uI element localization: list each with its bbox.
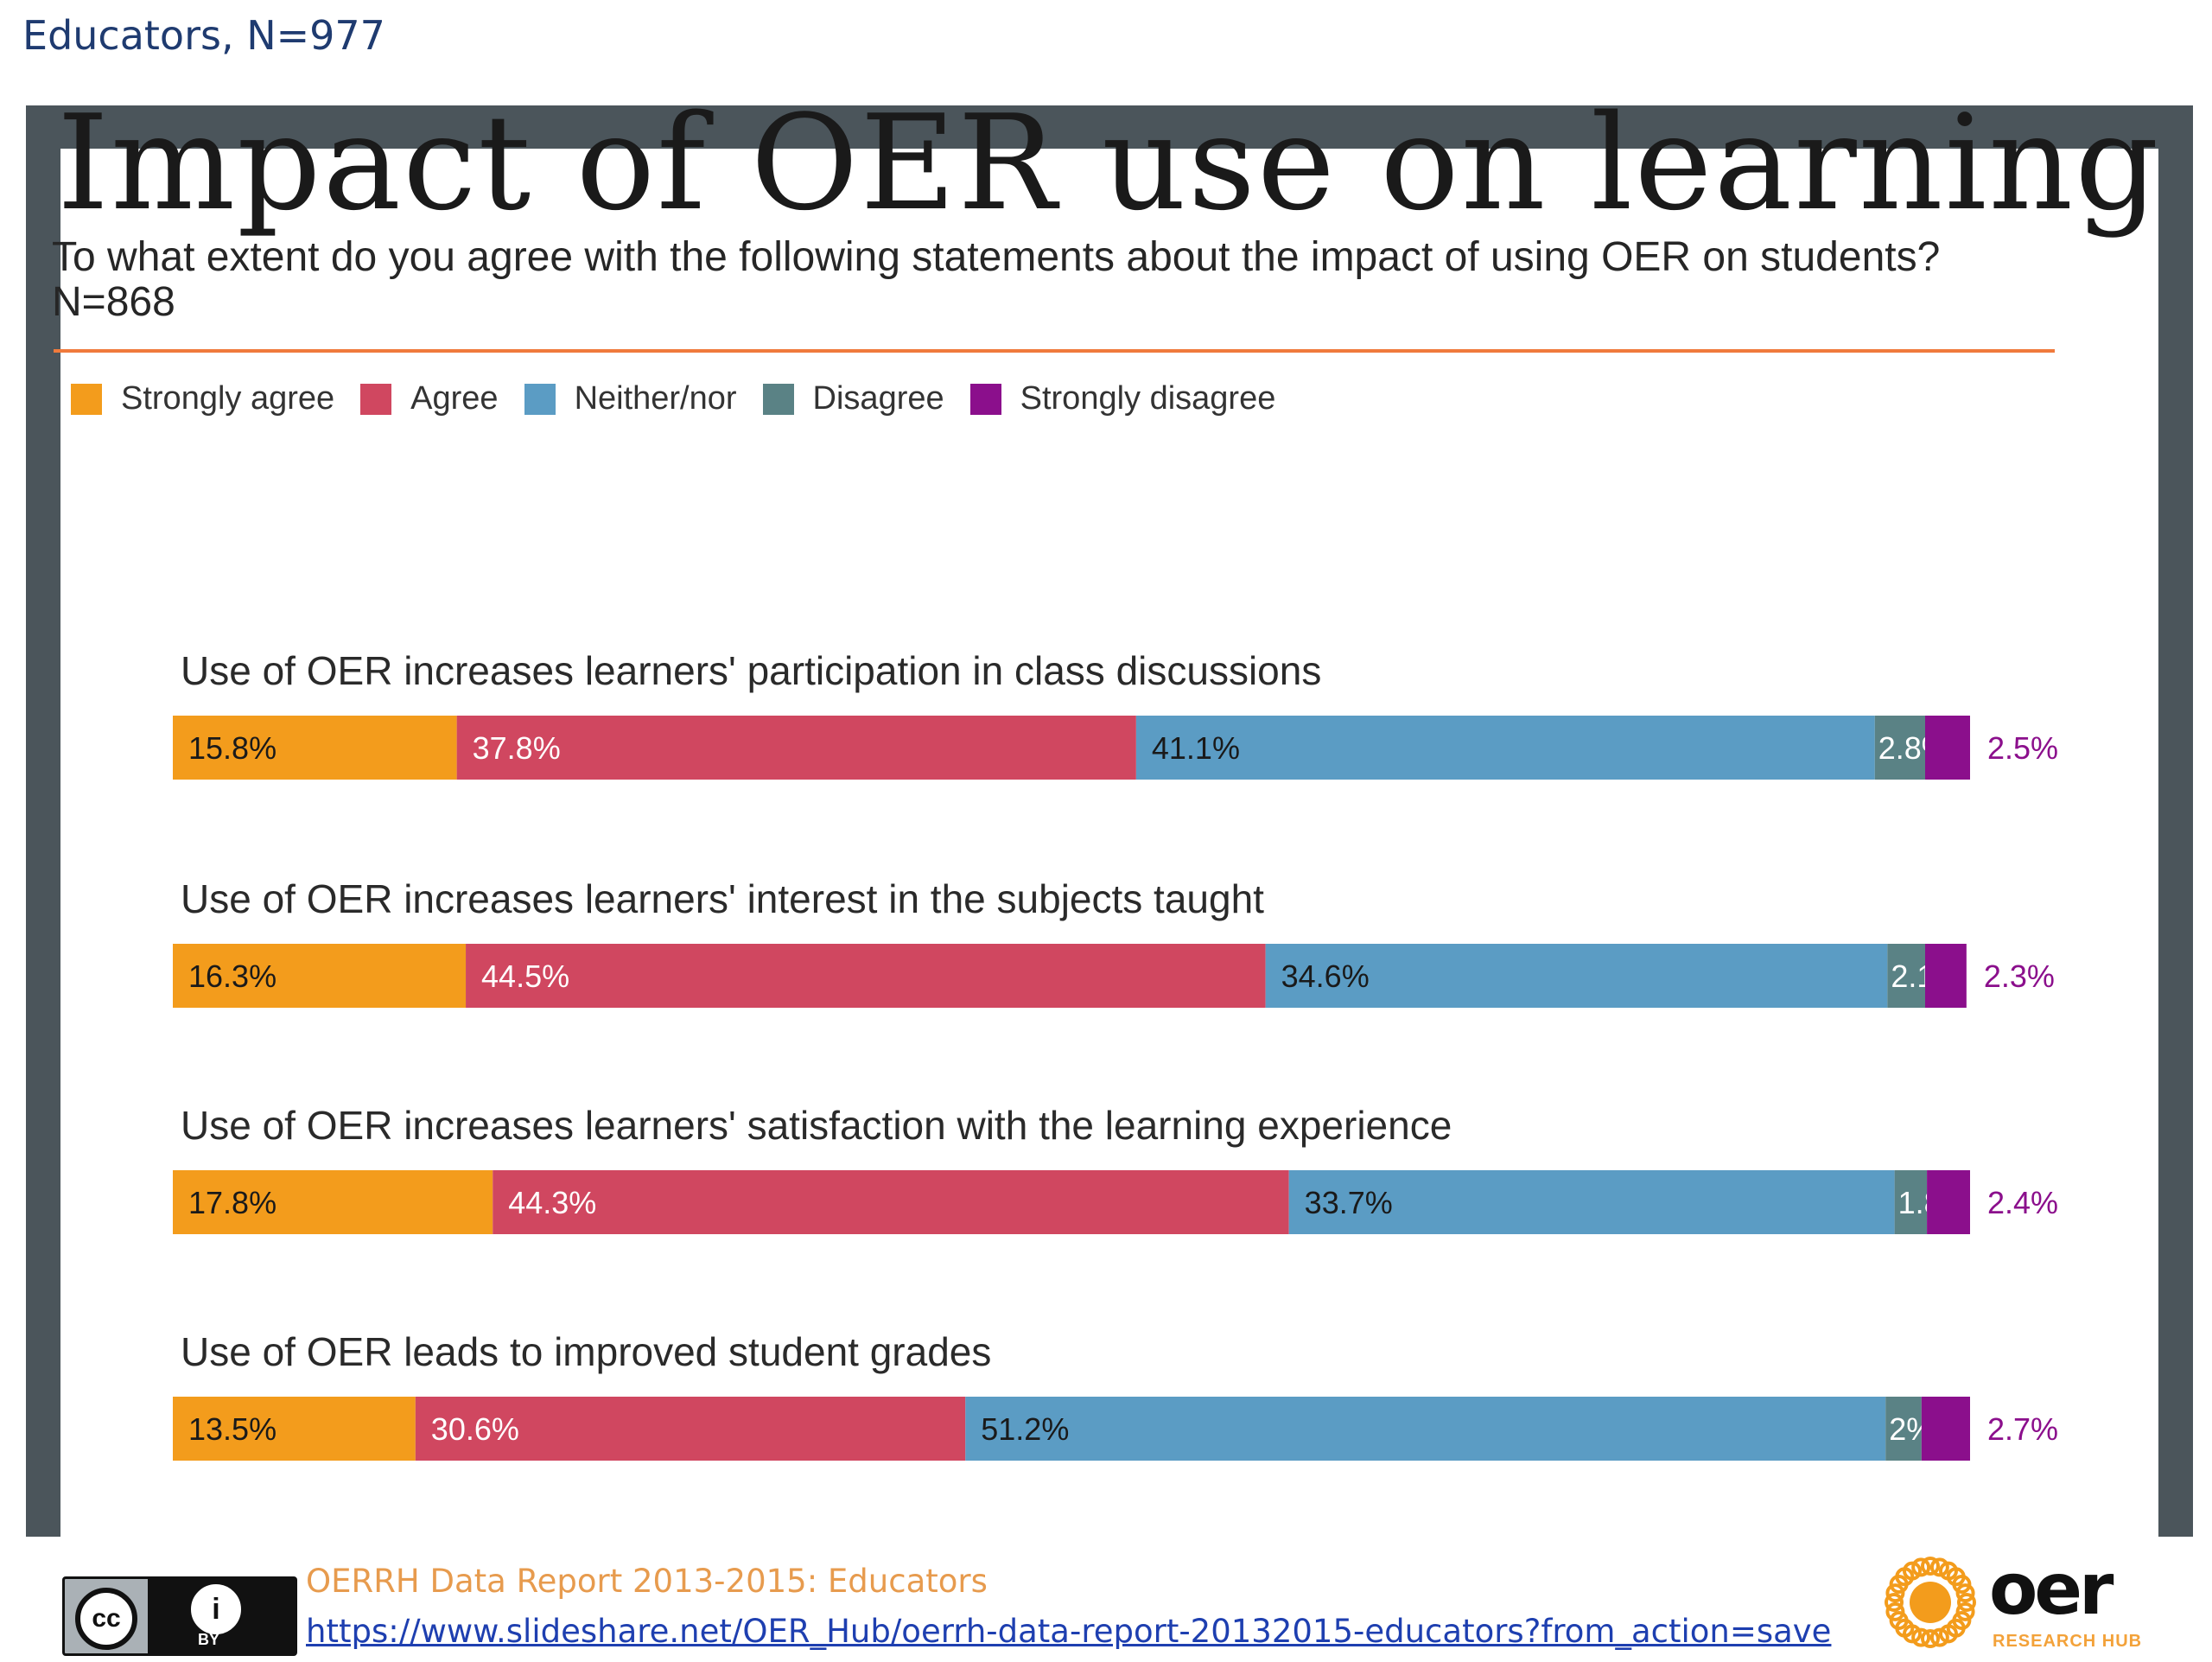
stacked-bar-chart: Use of OER increases learners' participa… bbox=[173, 648, 2058, 1461]
bar-segment-agree bbox=[493, 1170, 1289, 1234]
data-label: 2.5% bbox=[1987, 730, 2058, 766]
legend-swatch bbox=[969, 383, 1001, 415]
source-title: OERRH Data Report 2013-2015: Educators bbox=[306, 1563, 988, 1600]
legend-label: Strongly disagree bbox=[1020, 380, 1276, 417]
data-label: 13.5% bbox=[188, 1411, 276, 1447]
data-label: 34.6% bbox=[1281, 958, 1370, 994]
row-label: Use of OER increases learners' interest … bbox=[181, 876, 1264, 921]
slide-frame bbox=[26, 105, 2193, 1537]
legend-label: Disagree bbox=[812, 380, 944, 417]
bar-segment-strongly-agree bbox=[173, 1170, 493, 1234]
data-label: 51.2% bbox=[981, 1411, 1069, 1447]
bar-segment-strongly-agree bbox=[173, 1397, 416, 1461]
data-label: 2.3% bbox=[1984, 958, 2055, 994]
legend-swatch bbox=[71, 383, 102, 415]
slide bbox=[60, 149, 2158, 1537]
bar-segment-neither-nor bbox=[1265, 944, 1888, 1008]
data-label: 44.5% bbox=[481, 958, 569, 994]
data-label: 41.1% bbox=[1152, 730, 1240, 766]
attribution-panel: i BY bbox=[148, 1579, 295, 1653]
legend-item-neither-nor: Neither/nor bbox=[524, 380, 737, 417]
data-label: 2.7% bbox=[1987, 1411, 2058, 1447]
data-label: 2.4% bbox=[1987, 1185, 2058, 1220]
bar-segment-disagree bbox=[1894, 1170, 1928, 1234]
data-label: 30.6% bbox=[431, 1411, 519, 1447]
chart-legend: Strongly agree Agree Neither/nor Disagree St… bbox=[71, 380, 1301, 417]
footer: cc i BY OERRH Data Report 2013-2015: Edu… bbox=[0, 1537, 2212, 1659]
bar-segment-strongly-disagree bbox=[1927, 1170, 1970, 1234]
bar-segment-strongly-agree bbox=[173, 944, 467, 1008]
bar-segment-strongly-disagree bbox=[1925, 716, 1970, 780]
bar-segment-neither-nor bbox=[965, 1397, 1886, 1461]
bar-segment-neither-nor bbox=[1135, 716, 1875, 780]
data-label: 44.3% bbox=[508, 1185, 596, 1220]
by-label: BY bbox=[198, 1631, 220, 1648]
data-label: 16.3% bbox=[188, 958, 276, 994]
bar-segment-neither-nor bbox=[1288, 1170, 1895, 1234]
data-label: 37.8% bbox=[473, 730, 561, 766]
slide-title: Impact of OER use on learning bbox=[57, 86, 2161, 239]
title-divider bbox=[54, 349, 2055, 353]
legend-item-strongly-disagree: Strongly disagree bbox=[969, 380, 1276, 417]
question-sample-size: N=868 bbox=[52, 279, 175, 325]
row-label: Use of OER increases learners' satisfact… bbox=[181, 1103, 1452, 1148]
question-text: To what extent do you agree with the fol… bbox=[52, 234, 1941, 280]
bar-segment-agree bbox=[415, 1397, 966, 1461]
legend-swatch bbox=[524, 383, 556, 415]
source-link[interactable]: https://www.slideshare.net/OER_Hub/oerrh… bbox=[306, 1613, 1832, 1650]
legend-swatch bbox=[762, 383, 794, 415]
legend-item-agree: Agree bbox=[360, 380, 499, 417]
legend-label: Strongly agree bbox=[121, 380, 335, 417]
data-label: 15.8% bbox=[188, 730, 276, 766]
oer-logo: oer RESEARCH HUB bbox=[1877, 1545, 2145, 1658]
bar-segment-strongly-disagree bbox=[1921, 1397, 1970, 1461]
survey-question: To what extent do you agree with the fol… bbox=[52, 235, 2108, 325]
bar-segment-agree bbox=[456, 716, 1136, 780]
bar-segment-disagree bbox=[1874, 716, 1925, 780]
bar-segment-strongly-agree bbox=[173, 716, 457, 780]
bar-segment-strongly-disagree bbox=[1925, 944, 1967, 1008]
sunburst-icon bbox=[1885, 1557, 1976, 1648]
page-header: Educators, N=977 bbox=[22, 12, 385, 59]
logo-subtitle: RESEARCH HUB bbox=[1993, 1632, 2143, 1651]
bar-segment-disagree bbox=[1885, 1397, 1922, 1461]
row-label: Use of OER increases learners' participa… bbox=[181, 648, 1321, 693]
data-label: 17.8% bbox=[188, 1185, 276, 1220]
bar-segment-agree bbox=[466, 944, 1266, 1008]
cc-by-icon[interactable]: cc i BY bbox=[62, 1576, 297, 1656]
legend-item-strongly-agree: Strongly agree bbox=[71, 380, 334, 417]
cc-icon: cc bbox=[75, 1588, 137, 1650]
bar-segment-disagree bbox=[1887, 944, 1925, 1008]
data-label: 33.7% bbox=[1305, 1185, 1393, 1220]
legend-label: Neither/nor bbox=[574, 380, 737, 417]
person-icon: i bbox=[191, 1584, 241, 1634]
legend-item-disagree: Disagree bbox=[762, 380, 944, 417]
legend-swatch bbox=[360, 383, 392, 415]
row-label: Use of OER leads to improved student gra… bbox=[181, 1329, 991, 1374]
legend-label: Agree bbox=[410, 380, 499, 417]
logo-word: oer bbox=[1989, 1549, 2113, 1631]
